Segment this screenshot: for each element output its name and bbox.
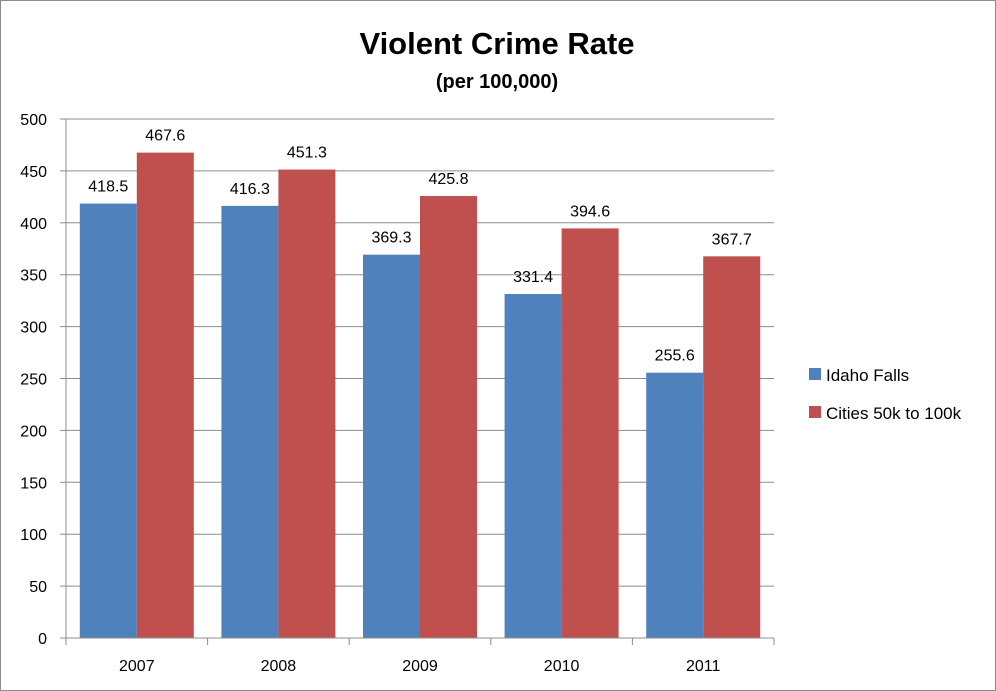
bar-cities-50k-to-100k-2011 (703, 256, 761, 638)
legend-swatch (809, 406, 821, 418)
axes: 0 50 100 150 200 250 300 350 400 450 500 2007 2008 20… (20, 112, 775, 675)
x-tick-label: 2011 (686, 658, 721, 675)
legend-swatch (809, 368, 821, 380)
y-tick-label: 300 (20, 320, 47, 337)
data-label: 451.3 (287, 145, 327, 162)
legend-label: Idaho Falls (826, 366, 909, 385)
x-tick-label: 2007 (119, 658, 155, 675)
y-tick-label: 400 (20, 216, 47, 233)
y-tick-label: 100 (20, 527, 47, 544)
bar-cities-50k-to-100k-2007 (136, 152, 194, 638)
chart-title: Violent Crime Rate (359, 26, 634, 61)
data-label: 467.6 (145, 128, 185, 145)
bar-idaho-falls-2008 (221, 205, 279, 638)
bar-idaho-falls-2010 (504, 294, 562, 638)
legend: Idaho Falls Cities 50k to 100k (809, 366, 962, 423)
bars (79, 152, 761, 639)
bar-cities-50k-to-100k-2009 (420, 196, 477, 638)
legend-label: Cities 50k to 100k (826, 404, 962, 423)
x-tick-label: 2010 (544, 658, 580, 675)
data-label: 425.8 (428, 171, 468, 188)
bar-idaho-falls-2007 (79, 203, 137, 639)
y-tick-label: 0 (38, 631, 47, 648)
data-label: 418.5 (88, 179, 128, 196)
y-tick-label: 150 (20, 475, 47, 492)
x-tick-label: 2008 (261, 658, 297, 675)
bar-cities-50k-to-100k-2010 (561, 228, 619, 638)
bar-cities-50k-to-100k-2008 (278, 169, 336, 638)
y-tick-label: 500 (20, 112, 47, 129)
data-label: 255.6 (655, 348, 695, 365)
y-tick-label: 350 (20, 268, 47, 285)
chart-subtitle: (per 100,000) (436, 71, 558, 93)
bar-idaho-falls-2009 (363, 254, 420, 638)
data-label: 331.4 (513, 269, 553, 286)
data-label: 367.7 (712, 231, 752, 248)
data-label: 394.6 (570, 203, 610, 220)
data-label: 369.3 (371, 230, 411, 247)
x-tick-label: 2009 (402, 658, 438, 675)
y-tick-label: 450 (20, 164, 47, 181)
bar-idaho-falls-2011 (646, 372, 704, 638)
y-tick-label: 50 (29, 579, 47, 596)
y-tick-label: 200 (20, 423, 47, 440)
data-label: 416.3 (230, 181, 270, 198)
y-tick-label: 250 (20, 372, 47, 389)
data-labels: 418.5 416.3 369.3 331.4 255.6 467.6 451.3 425.8… (88, 128, 752, 365)
